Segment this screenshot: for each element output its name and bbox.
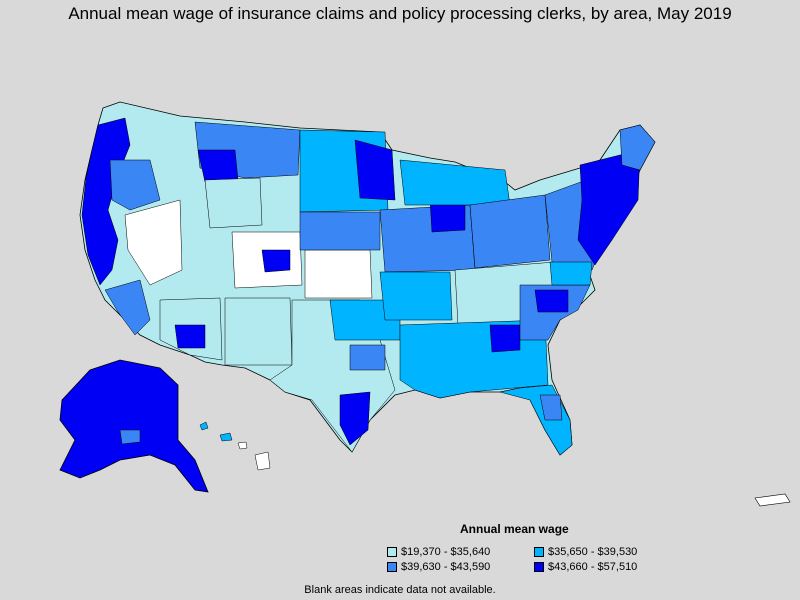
legend-item-3: $39,630 - $43,590 (387, 561, 490, 573)
region-oregon (109, 159, 161, 211)
region-virginia (549, 261, 593, 286)
region-wyoming (204, 177, 263, 229)
region-houston-dark (339, 391, 371, 446)
region-charlotte-dark (534, 289, 569, 313)
hawaii-4 (254, 451, 271, 471)
legend-label-4: $43,660 - $57,510 (548, 561, 638, 573)
region-southern-ca (104, 279, 151, 336)
hawaii-3 (237, 441, 248, 450)
hawaii-2 (219, 432, 233, 442)
legend-item-1: $19,370 - $35,640 (387, 546, 490, 558)
region-ohio-valley (469, 194, 551, 269)
puerto-rico (754, 493, 791, 507)
region-idaho-dark (197, 149, 239, 183)
region-wisconsin-michigan (399, 159, 511, 206)
alaska-anchorage (119, 429, 141, 445)
region-new-mexico (224, 297, 293, 366)
legend-swatch-2 (534, 547, 544, 557)
region-nebraska (299, 211, 381, 251)
region-minnesota-dark (354, 139, 396, 201)
region-phoenix-dark (174, 324, 206, 349)
hawaii-1 (199, 421, 209, 431)
footnote: Blank areas indicate data not available. (304, 584, 496, 596)
alaska (59, 359, 209, 493)
legend-label-3: $39,630 - $43,590 (401, 561, 491, 573)
region-florida-south (539, 394, 563, 421)
legend-label-1: $19,370 - $35,640 (401, 546, 491, 558)
legend-item-4: $43,660 - $57,510 (534, 561, 637, 573)
legend-swatch-3 (387, 562, 397, 572)
map-title: Annual mean wage of insurance claims and… (68, 4, 732, 23)
region-colorado-dark (261, 249, 291, 273)
region-maine (619, 124, 656, 171)
region-dallas-blue (349, 344, 386, 371)
region-kansas-nodata (304, 249, 373, 299)
legend-swatch-1 (387, 547, 397, 557)
region-nevada-nodata (124, 199, 183, 286)
region-atlanta-dark (489, 324, 521, 353)
legend-title: Annual mean wage (460, 522, 569, 536)
legend-swatch-4 (534, 562, 544, 572)
legend-item-2: $35,650 - $39,530 (534, 546, 637, 558)
legend-label-2: $35,650 - $39,530 (548, 546, 638, 558)
region-missouri (379, 271, 453, 321)
